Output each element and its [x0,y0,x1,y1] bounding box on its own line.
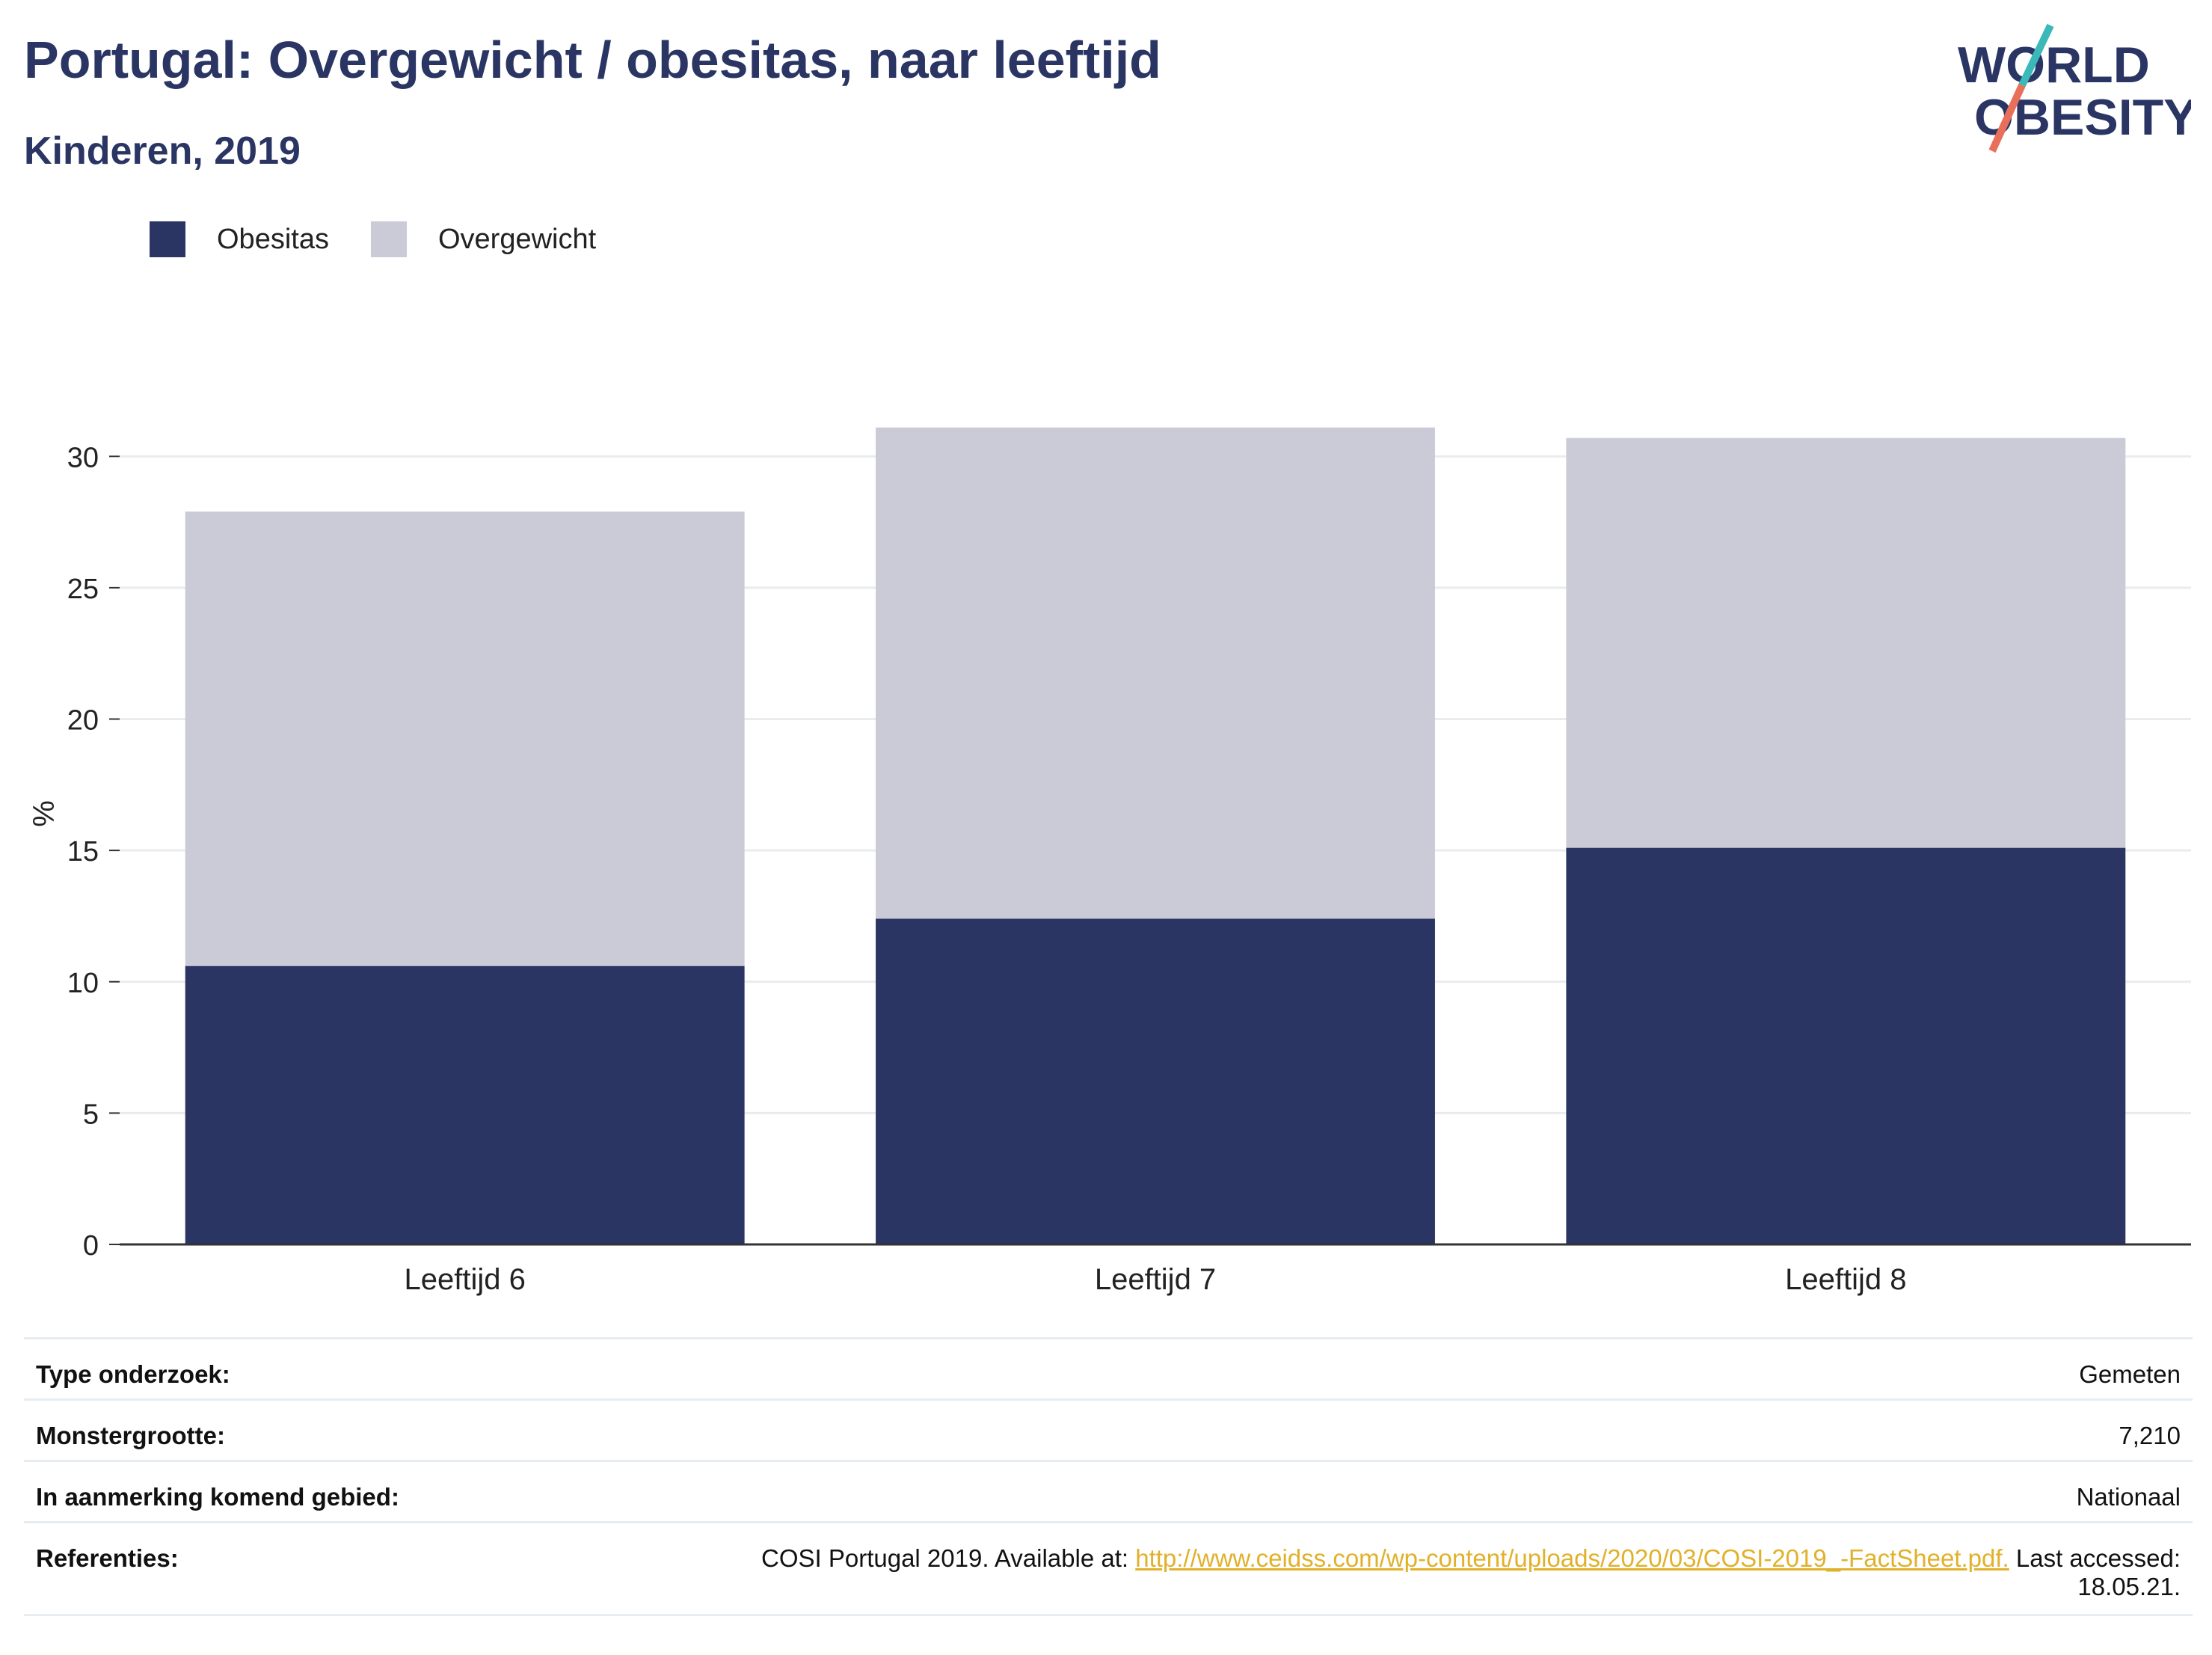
x-tick-label: Leeftijd 7 [1095,1263,1216,1296]
y-tick-label: 0 [83,1230,99,1262]
bar-obesitas [1566,847,2126,1244]
legend-item-obesitas[interactable]: Obesitas [150,221,329,257]
info-label: In aanmerking komend gebied: [24,1460,571,1523]
reference-date: 18.05.21. [2077,1573,2181,1600]
info-table: Type onderzoek: Gemeten Monstergrootte: … [24,1337,2193,1616]
info-row-references: Referenties: COSI Portugal 2019. Availab… [24,1521,2193,1616]
x-tick-label: Leeftijd 8 [1785,1263,1906,1296]
logo-slash-bottom [1988,83,2026,153]
info-value: Nationaal [571,1460,2193,1523]
bar-obesitas [185,965,745,1244]
bar-obesitas [876,918,1435,1244]
world-obesity-logo: WORLD OBESITY [1958,23,2191,153]
y-axis-label: % [28,800,61,827]
y-tick-label: 15 [67,836,99,868]
info-row: Type onderzoek: Gemeten [24,1337,2193,1400]
reference-link[interactable]: http://www.ceidss.com/wp-content/uploads… [1135,1544,2009,1572]
info-value: Gemeten [571,1337,2193,1400]
y-tick-label: 5 [83,1099,99,1130]
legend-swatch-overgewicht [370,221,407,257]
bar-overgewicht [185,512,745,966]
y-tick-label: 10 [67,968,99,999]
logo-slash-top [2018,23,2054,87]
y-tick-label: 25 [67,574,99,605]
legend-item-overgewicht[interactable]: Overgewicht [370,221,597,257]
reference-prefix: COSI Portugal 2019. Available at: [761,1544,1136,1572]
page-title: Portugal: Overgewicht / obesitas, naar l… [24,31,1161,89]
bar-overgewicht [876,427,1435,919]
y-tick-label: 30 [67,442,99,473]
bars [185,427,2126,1244]
stacked-bar-chart: 0 5 10 15 20 25 30 Leeftijd 6 Leeftijd 7 Leeftijd… [28,427,2191,1296]
axes: 0 5 10 15 20 25 30 Leeftijd 6 Leeftijd 7 Leeftijd… [67,442,2191,1296]
y-tick-label: 20 [67,705,99,737]
reference-text: COSI Portugal 2019. Available at: http:/… [571,1521,2193,1616]
page-subtitle: Kinderen, 2019 [24,129,301,173]
chart-legend: Obesitas Overgewicht [150,221,638,257]
legend-label-overgewicht: Overgewicht [437,223,597,255]
x-tick-label: Leeftijd 6 [404,1263,525,1296]
info-row: Monstergrootte: 7,210 [24,1398,2193,1461]
info-value: 7,210 [571,1398,2193,1461]
info-label: Type onderzoek: [24,1337,571,1400]
logo-line1: WORLD [1958,37,2150,93]
bar-overgewicht [1566,437,2126,848]
legend-swatch-obesitas [150,221,185,257]
reference-suffix: Last accessed: [2009,1544,2181,1572]
info-row: In aanmerking komend gebied: Nationaal [24,1460,2193,1523]
info-label: Monstergrootte: [24,1398,571,1461]
legend-label-obesitas: Obesitas [217,223,329,255]
info-label: Referenties: [24,1521,571,1616]
